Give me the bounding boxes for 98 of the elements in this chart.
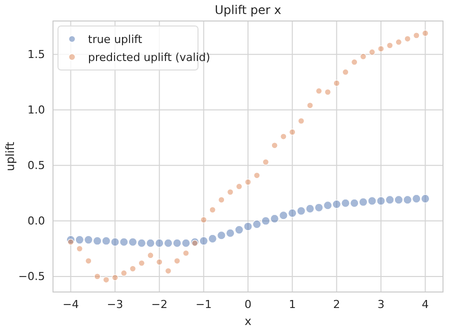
point: [403, 195, 412, 204]
x-tick-label: −3: [106, 298, 124, 311]
point: [138, 260, 145, 266]
point: [420, 194, 430, 204]
x-tick-label: −1: [196, 298, 212, 311]
point: [85, 258, 92, 264]
point: [288, 208, 297, 218]
point: [129, 265, 136, 272]
point: [279, 211, 288, 220]
point: [342, 68, 349, 76]
point: [76, 245, 83, 252]
point: [333, 80, 340, 86]
point: [209, 206, 216, 214]
point: [137, 238, 146, 248]
x-tick-label: 1: [288, 298, 296, 311]
legend-label: predicted uplift (valid): [88, 51, 210, 64]
point: [244, 178, 252, 186]
point: [378, 45, 384, 52]
point: [147, 252, 154, 259]
point: [112, 274, 118, 281]
point: [102, 276, 110, 284]
point: [120, 270, 128, 276]
point: [306, 204, 314, 214]
point: [182, 250, 190, 256]
point: [128, 238, 138, 246]
point: [252, 220, 262, 229]
point: [75, 235, 84, 244]
point: [182, 238, 190, 248]
point: [164, 268, 172, 274]
point: [110, 238, 120, 246]
point: [218, 196, 225, 204]
point: [289, 128, 296, 136]
point: [332, 200, 342, 209]
point: [254, 172, 260, 179]
y-tick-label: 1.5: [28, 48, 45, 61]
point: [316, 88, 322, 94]
point: [280, 133, 287, 140]
point: [102, 236, 111, 246]
y-tick-label: −0.5: [18, 270, 45, 283]
point: [385, 195, 394, 204]
point: [358, 198, 368, 206]
point: [368, 196, 376, 206]
legend-label: true uplift: [88, 33, 143, 46]
point: [244, 222, 252, 231]
point: [208, 234, 217, 244]
point: [200, 216, 207, 224]
point: [234, 225, 244, 234]
point: [236, 183, 242, 190]
point: [226, 228, 235, 238]
point: [368, 48, 376, 56]
point: [94, 273, 101, 280]
x-tick-label: 4: [422, 298, 429, 311]
point: [341, 198, 350, 208]
point: [360, 53, 367, 60]
point: [350, 198, 359, 208]
point: [395, 38, 402, 46]
point: [174, 258, 180, 264]
point: [412, 194, 421, 204]
point: [156, 258, 163, 266]
point: [92, 236, 102, 246]
x-tick-label: 3: [377, 298, 384, 311]
point: [261, 216, 270, 226]
point: [172, 238, 182, 248]
point: [199, 236, 208, 246]
point: [404, 35, 411, 42]
point: [154, 238, 164, 248]
point: [314, 203, 324, 212]
point: [324, 88, 332, 96]
point: [120, 238, 128, 246]
point: [376, 196, 386, 206]
y-tick-label: 0.0: [28, 214, 45, 228]
point: [306, 102, 314, 109]
point: [270, 214, 279, 224]
point: [323, 201, 332, 210]
point: [217, 230, 226, 240]
y-tick-label: 0.5: [28, 158, 45, 172]
point: [394, 195, 404, 204]
y-axis-title: uplift: [3, 141, 17, 172]
x-tick-label: −2: [151, 298, 168, 311]
point: [67, 238, 74, 246]
point: [413, 32, 420, 39]
x-tick-label: −4: [62, 298, 79, 311]
point: [262, 158, 270, 166]
point: [226, 188, 234, 196]
x-tick-label: 2: [333, 298, 340, 311]
x-axis-title: x: [244, 314, 252, 328]
y-tick-label: 1.0: [28, 103, 45, 116]
point: [271, 142, 278, 149]
x-tick-label: 0: [244, 298, 252, 311]
point: [146, 238, 155, 248]
chart-title: Uplift per x: [214, 3, 282, 17]
point: [298, 118, 304, 124]
point: [422, 30, 429, 36]
point: [351, 58, 358, 66]
point: [84, 235, 93, 244]
point: [164, 238, 173, 248]
point: [386, 42, 394, 49]
point: [296, 206, 306, 216]
